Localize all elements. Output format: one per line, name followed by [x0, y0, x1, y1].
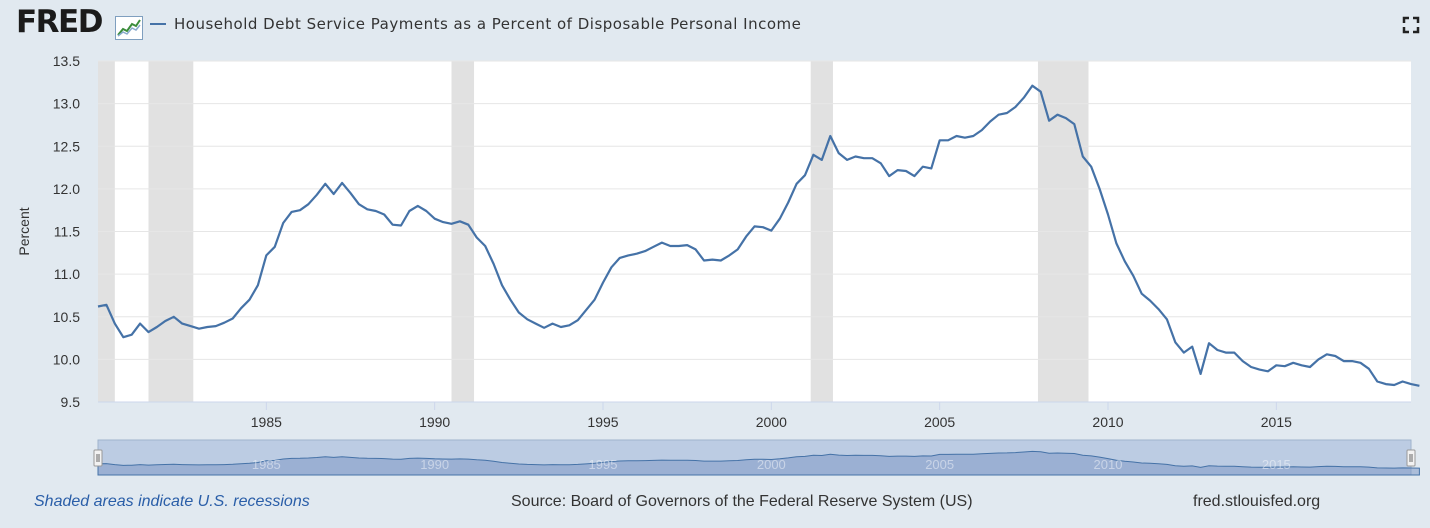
- data-series-line: [97, 84, 1420, 387]
- y-tick-label: 13.5: [53, 53, 80, 69]
- y-tick-label: 9.5: [61, 394, 81, 410]
- navigator-tick-label: 1995: [589, 457, 618, 472]
- recession-note-link[interactable]: Shaded areas indicate U.S. recessions: [34, 493, 310, 510]
- y-axis-label: Percent: [16, 207, 32, 255]
- y-tick-label: 13.0: [53, 96, 80, 112]
- navigator-tick-label: 2005: [925, 457, 954, 472]
- y-tick-label: 11.5: [54, 224, 80, 240]
- line-graph-icon: [115, 16, 143, 40]
- navigator-tick-label: 1985: [252, 457, 281, 472]
- navigator-series-area: [97, 450, 1420, 476]
- chart-legend: Household Debt Service Payments as a Per…: [150, 14, 801, 34]
- navigator-tick-label: 2015: [1262, 457, 1291, 472]
- chart-title: Household Debt Service Payments as a Per…: [174, 15, 802, 33]
- site-url: fred.stlouisfed.org: [1193, 493, 1321, 510]
- navigator-tick-label: 1990: [420, 457, 449, 472]
- grip-icon[interactable]: [1406, 449, 1416, 467]
- expand-icon[interactable]: [1400, 14, 1422, 36]
- x-tick-label: 2010: [1092, 414, 1123, 430]
- navigator-tick-label: 2010: [1094, 457, 1123, 472]
- navigator-tick-label: 2000: [757, 457, 786, 472]
- y-tick-label: 10.5: [53, 309, 80, 325]
- source-text: Source: Board of Governors of the Federa…: [511, 493, 973, 510]
- legend-swatch: [150, 23, 166, 25]
- navigator-right-handle[interactable]: [1406, 449, 1416, 467]
- x-tick-label: 1990: [419, 414, 450, 430]
- grip-icon[interactable]: [93, 449, 103, 467]
- x-tick-label: 1985: [251, 414, 282, 430]
- y-tick-label: 12.0: [53, 181, 80, 197]
- x-tick-label: 1995: [587, 414, 618, 430]
- y-tick-label: 10.0: [53, 351, 80, 367]
- x-tick-label: 2000: [756, 414, 787, 430]
- x-tick-label: 2015: [1261, 414, 1292, 430]
- y-tick-label: 11.0: [54, 266, 80, 282]
- navigator-left-handle[interactable]: [93, 449, 103, 467]
- logo-text: FRED: [16, 4, 103, 40]
- x-tick-label: 2005: [924, 414, 955, 430]
- y-tick-label: 12.5: [53, 138, 80, 154]
